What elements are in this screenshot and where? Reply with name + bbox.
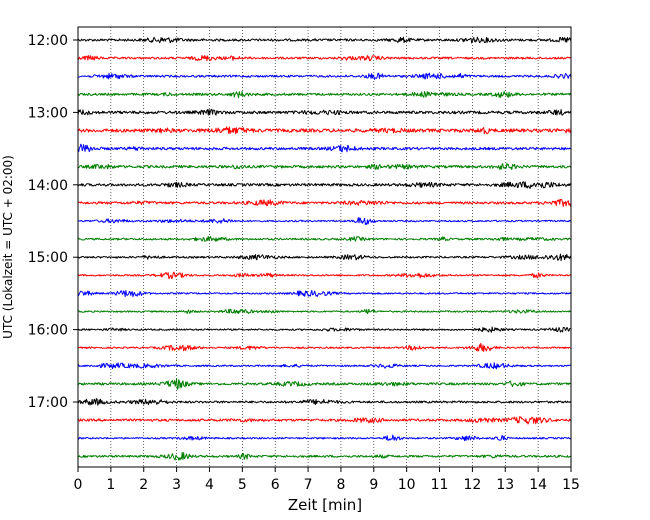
y-tick-label: 13:00 xyxy=(28,105,68,121)
trace-1545 xyxy=(77,308,572,315)
x-tick-label: 15 xyxy=(562,477,580,493)
trace-1415 xyxy=(77,198,572,208)
x-tick-label: 6 xyxy=(271,477,280,493)
trace-1745 xyxy=(77,451,572,461)
x-tick-label: 3 xyxy=(172,477,181,493)
x-tick-label: 9 xyxy=(369,477,378,493)
x-tick-label: 1 xyxy=(106,477,115,493)
trace-1600 xyxy=(77,326,572,333)
x-tick-label: 13 xyxy=(496,477,514,493)
trace-1215 xyxy=(77,54,572,62)
y-tick-label: 17:00 xyxy=(28,395,68,411)
y-axis: 12:00 13:00 14:00 15:00 16:00 17:00 xyxy=(28,33,78,411)
x-tick-label: 4 xyxy=(205,477,214,493)
x-tick-label: 11 xyxy=(431,477,449,493)
x-tick-label: 5 xyxy=(238,477,247,493)
y-tick-label: 12:00 xyxy=(28,33,68,49)
x-tick-label: 12 xyxy=(463,477,481,493)
trace-1700 xyxy=(77,398,572,406)
trace-1315 xyxy=(77,126,572,135)
x-axis: 0 1 2 3 4 5 6 7 8 9 10 11 12 13 14 15 xyxy=(74,467,580,493)
trace-1715 xyxy=(77,416,572,425)
x-tick-label: 2 xyxy=(139,477,148,493)
trace-1630 xyxy=(77,362,572,370)
x-axis-title: Zeit [min] xyxy=(288,496,362,514)
y-tick-label: 15:00 xyxy=(28,250,68,266)
trace-1245 xyxy=(77,90,572,99)
trace-1645 xyxy=(77,378,572,390)
x-tick-label: 14 xyxy=(529,477,547,493)
trace-1330 xyxy=(77,143,572,153)
trace-1730 xyxy=(77,434,572,442)
seismogram-traces xyxy=(77,36,572,461)
x-tick-label: 0 xyxy=(74,477,83,493)
trace-1515 xyxy=(77,271,572,279)
y-tick-label: 14:00 xyxy=(28,178,68,194)
trace-1400 xyxy=(77,181,572,189)
trace-1430 xyxy=(77,217,572,226)
plot-frame xyxy=(77,26,572,468)
trace-1615 xyxy=(77,342,572,352)
trace-1300 xyxy=(77,108,572,116)
trace-1230 xyxy=(77,72,572,80)
x-tick-label: 7 xyxy=(304,477,313,493)
y-tick-label: 16:00 xyxy=(28,323,68,339)
trace-1500 xyxy=(77,253,572,262)
trace-1445 xyxy=(77,235,572,242)
trace-1345 xyxy=(77,162,572,171)
x-tick-label: 8 xyxy=(336,477,345,493)
trace-1530 xyxy=(77,289,572,298)
y-axis-title: UTC (Lokalzeit = UTC + 02:00) xyxy=(1,155,15,339)
x-tick-label: 10 xyxy=(398,477,416,493)
trace-1200 xyxy=(77,36,572,44)
